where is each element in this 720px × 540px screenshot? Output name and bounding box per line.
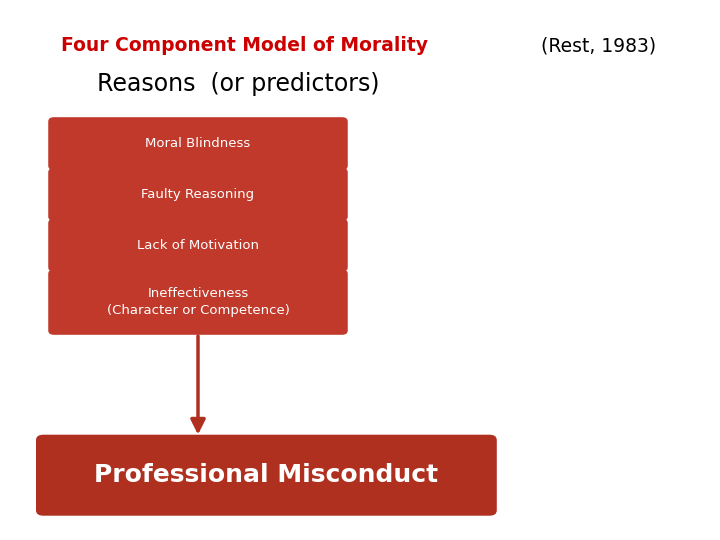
Text: Lack of Motivation: Lack of Motivation	[137, 239, 259, 252]
Text: Moral Blindness: Moral Blindness	[145, 137, 251, 150]
Text: Ineffectiveness
(Character or Competence): Ineffectiveness (Character or Competence…	[107, 287, 289, 317]
Text: Professional Misconduct: Professional Misconduct	[94, 463, 438, 487]
FancyBboxPatch shape	[36, 435, 497, 516]
Text: Reasons  (or predictors): Reasons (or predictors)	[97, 72, 379, 96]
Text: Faulty Reasoning: Faulty Reasoning	[141, 188, 255, 201]
FancyBboxPatch shape	[48, 269, 348, 335]
FancyBboxPatch shape	[48, 168, 348, 221]
Text: (Rest, 1983): (Rest, 1983)	[535, 36, 656, 56]
FancyBboxPatch shape	[48, 117, 348, 170]
FancyBboxPatch shape	[48, 219, 348, 272]
Text: Four Component Model of Morality: Four Component Model of Morality	[61, 36, 428, 56]
